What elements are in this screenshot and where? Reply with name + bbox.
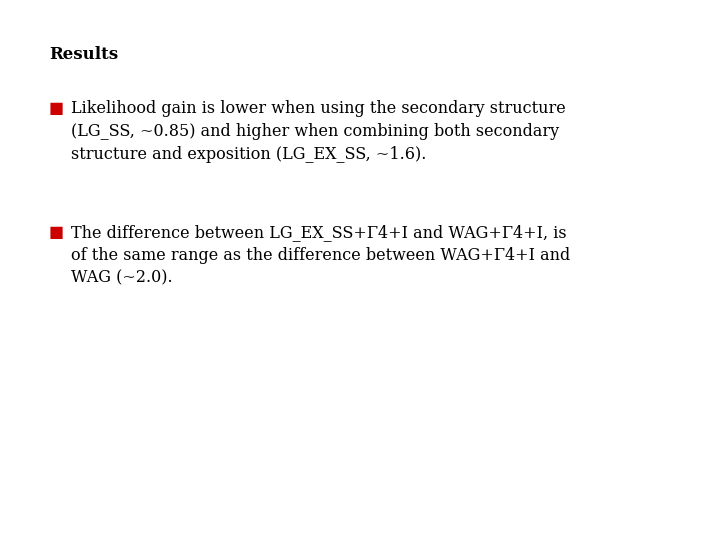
Text: The difference between LG_EX_SS+Γ4+I and WAG+Γ4+I, is
of the same range as the d: The difference between LG_EX_SS+Γ4+I and… <box>71 224 570 287</box>
Text: Results: Results <box>49 46 118 63</box>
Text: ■: ■ <box>49 100 64 117</box>
Text: Likelihood gain is lower when using the secondary structure
(LG_SS, ~0.85) and h: Likelihood gain is lower when using the … <box>71 100 565 163</box>
Text: ■: ■ <box>49 224 64 241</box>
